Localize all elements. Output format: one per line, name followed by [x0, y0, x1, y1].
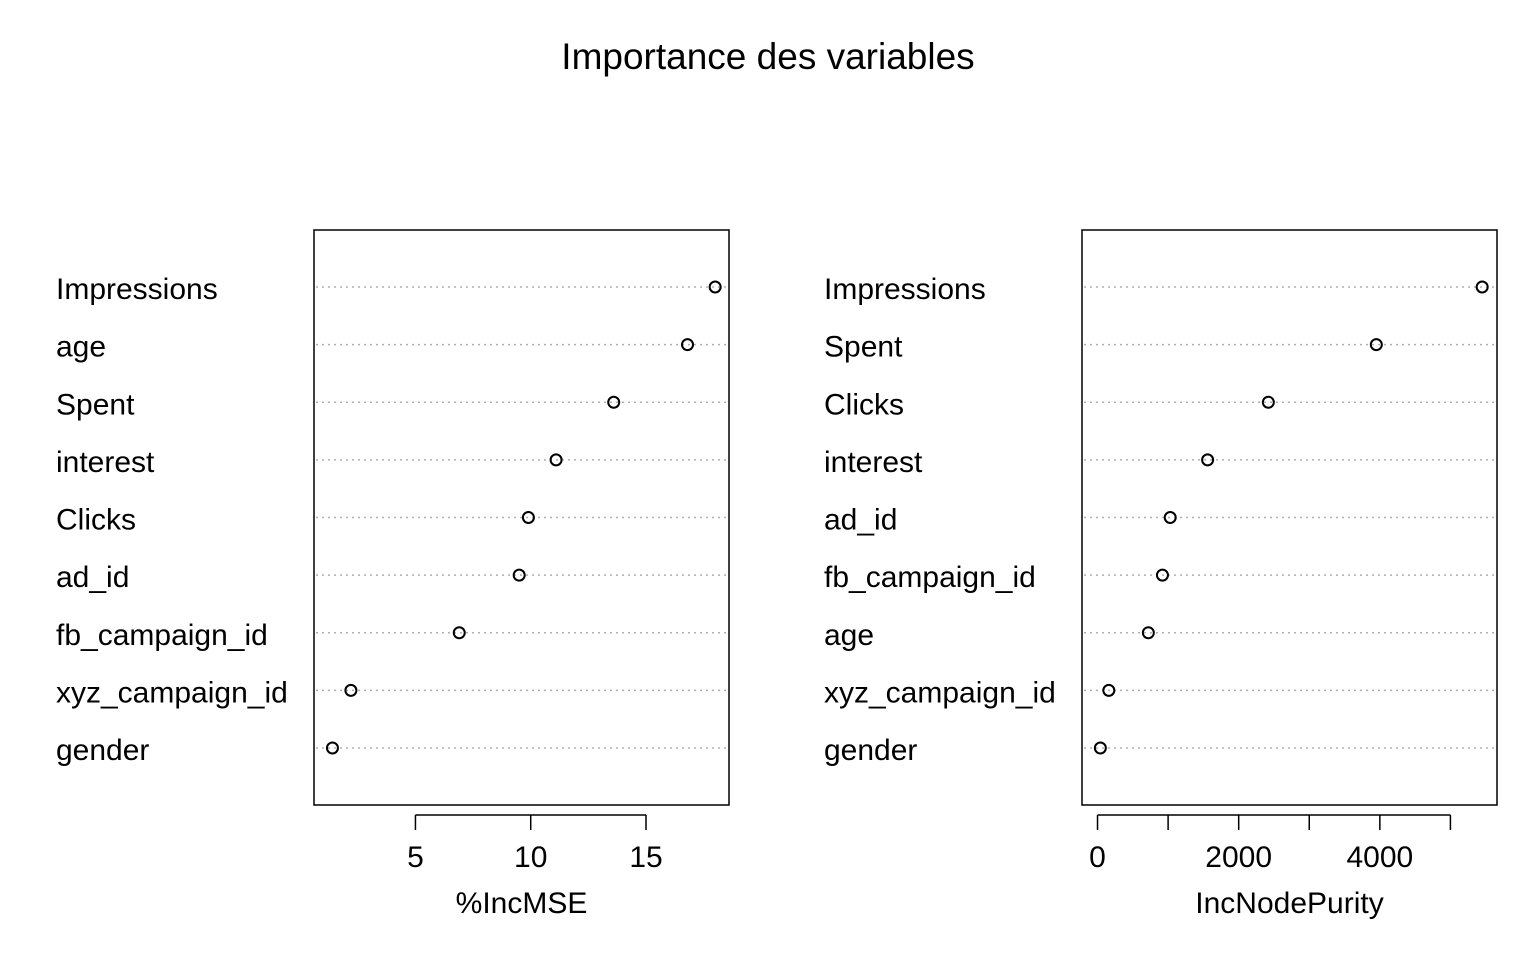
data-point [708, 280, 722, 294]
variable-label: ad_id [56, 561, 129, 594]
data-point [1261, 395, 1275, 409]
variable-label: Clicks [824, 388, 904, 421]
x-tick-label: 0 [1089, 841, 1106, 874]
panel-incnodepurity: Impressions Spent Clicks interest ad_id fb_ca… [824, 229, 1498, 920]
panel-incmse: Impressions age Spent interest Clicks ad_idfb… [56, 229, 730, 920]
variable-label: Impressions [56, 273, 218, 306]
data-point [521, 511, 535, 524]
variable-label: gender [56, 734, 149, 767]
variable-label: gender [824, 734, 917, 767]
variable-label: fb_campaign_id [56, 619, 268, 652]
data-point [1201, 453, 1215, 467]
variable-label: Spent [56, 388, 135, 421]
data-point [1163, 511, 1177, 524]
data-point [1093, 741, 1107, 755]
data-point [1102, 683, 1116, 697]
plot-frame [313, 229, 730, 806]
variable-label: xyz_campaign_id [824, 676, 1056, 709]
variable-label: xyz_campaign_id [56, 676, 288, 709]
data-point [344, 683, 358, 697]
data-point [1475, 280, 1489, 294]
data-point [549, 453, 563, 467]
data-point [325, 741, 339, 755]
variable-label: Spent [824, 331, 903, 364]
data-point [1369, 338, 1383, 352]
variable-label: interest [824, 446, 923, 479]
x-tick-label: 4000 [1346, 841, 1413, 874]
variable-label: interest [56, 446, 155, 479]
x-tick-label: 15 [629, 841, 662, 874]
variable-label: age [824, 619, 874, 652]
x-axis-label: %IncMSE [456, 887, 588, 920]
x-tick-label: 10 [514, 841, 547, 874]
plot-frame [1081, 229, 1498, 806]
x-tick-label: 2000 [1205, 841, 1272, 874]
data-point [512, 568, 526, 582]
data-point [681, 338, 694, 352]
x-axis-label: IncNodePurity [1195, 887, 1383, 920]
data-point [607, 395, 621, 409]
data-point [452, 626, 466, 640]
chart-title: Importance des variables [561, 36, 974, 77]
variable-label: fb_campaign_id [824, 561, 1036, 594]
variable-label: Clicks [56, 504, 136, 537]
data-point [1155, 568, 1169, 582]
x-tick-label: 5 [407, 841, 424, 874]
variable-label: Impressions [824, 273, 986, 306]
variable-label: age [56, 331, 106, 364]
data-point [1141, 626, 1155, 640]
variable-label: ad_id [824, 504, 897, 537]
